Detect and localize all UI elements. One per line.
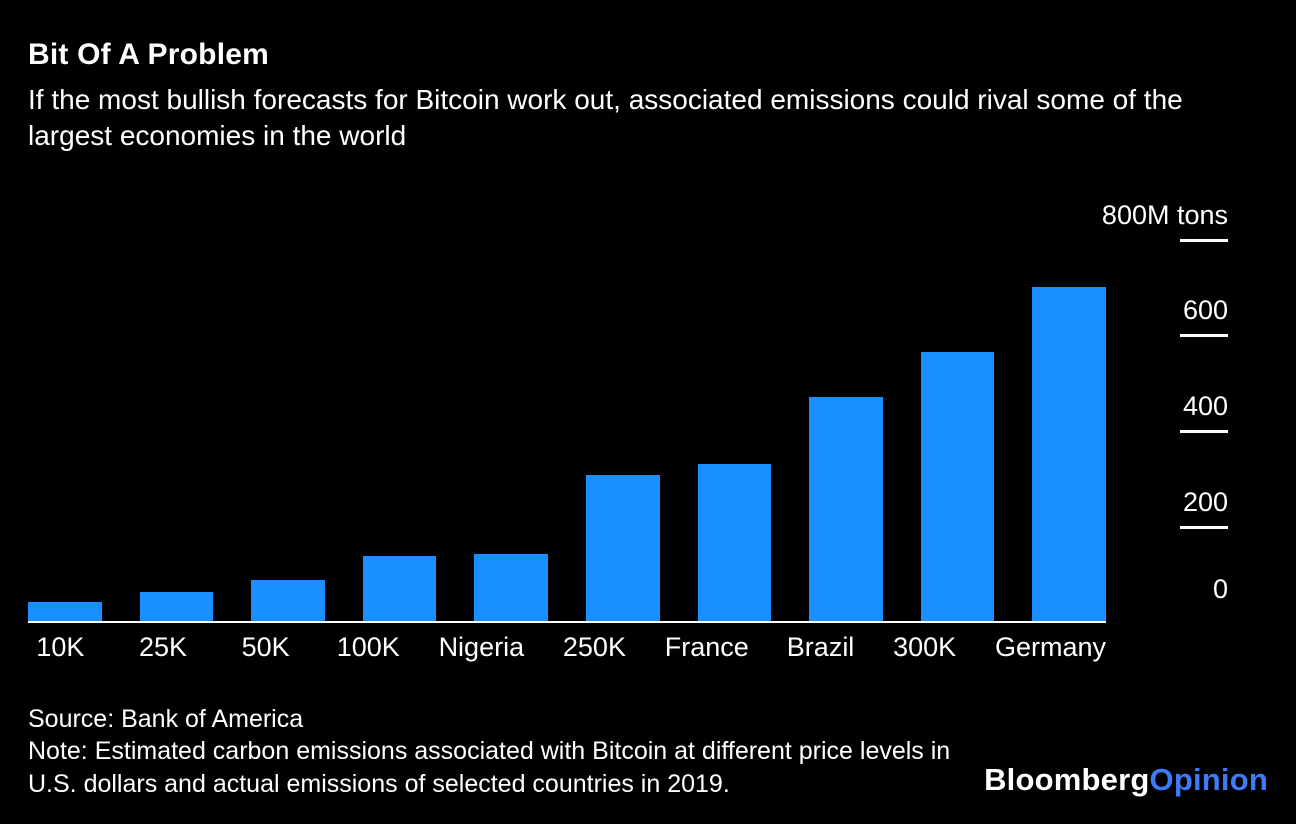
bar-column <box>362 240 437 621</box>
bar-column <box>474 240 548 621</box>
chart-area: 10K 25K 50K 100K Nigeria 250K France Brazil 300K… <box>28 200 1268 663</box>
y-tick-mark <box>1180 238 1228 242</box>
logo-bloomberg: Bloomberg <box>984 762 1150 797</box>
x-label-Brazil: Brazil <box>786 631 855 662</box>
source-text: Source: Bank of America <box>28 704 304 733</box>
bar-column <box>1032 240 1106 621</box>
x-label-300K: 300K <box>893 631 957 662</box>
bar-300K <box>920 351 995 621</box>
bar-column <box>697 240 772 621</box>
y-axis: 800M tons 600 400 200 0 <box>1102 200 1228 625</box>
bar-Nigeria <box>474 553 548 621</box>
bar-column <box>809 240 883 621</box>
bar-Germany <box>1032 287 1106 621</box>
bar-column <box>585 240 660 621</box>
bar-50K <box>251 580 325 621</box>
logo-opinion: Opinion <box>1149 762 1268 797</box>
y-tick-label: 800M tons <box>1101 199 1228 230</box>
y-tick-label: 400 <box>1182 391 1228 422</box>
y-tick-200: 200 <box>1118 487 1228 529</box>
x-label-250K: 250K <box>562 631 626 662</box>
x-label-50K: 50K <box>241 631 290 662</box>
y-tick-800: 800M tons <box>1102 200 1228 242</box>
note-text: Note: Estimated carbon emissions associa… <box>28 737 951 798</box>
source-note-block: Source: Bank of America Note: Estimated … <box>28 703 958 801</box>
footer: Source: Bank of America Note: Estimated … <box>28 689 1268 800</box>
y-tick-mark <box>1180 430 1228 434</box>
x-label-Nigeria: Nigeria <box>438 631 525 662</box>
x-label-10K: 10K <box>36 631 85 662</box>
y-tick-label: 200 <box>1182 486 1228 517</box>
y-tick-600: 600 <box>1118 295 1228 338</box>
bar-column <box>920 240 995 621</box>
y-tick-0: 0 <box>1118 574 1228 613</box>
chart-subtitle: If the most bullish forecasts for Bitcoi… <box>28 84 1183 151</box>
x-label-100K: 100K <box>336 631 400 662</box>
bloomberg-opinion-logo: BloombergOpinion <box>984 762 1268 800</box>
x-label-25K: 25K <box>138 631 187 662</box>
bar-250K <box>585 475 660 621</box>
bar-100K <box>362 556 437 621</box>
bar-column <box>251 240 325 621</box>
bar-10K <box>28 601 102 621</box>
bars <box>28 240 1106 623</box>
x-label-France: France <box>664 631 749 662</box>
bar-Brazil <box>809 396 883 621</box>
bar-column <box>139 240 214 621</box>
y-tick-400: 400 <box>1118 391 1228 434</box>
chart-title: Bit Of A Problem <box>28 38 269 71</box>
y-tick-mark <box>1180 334 1228 338</box>
y-tick-label: 0 <box>1212 573 1228 604</box>
bar-column <box>28 240 102 621</box>
plot-area: 10K 25K 50K 100K Nigeria 250K France Brazil 300K… <box>28 240 1106 663</box>
bar-25K <box>139 592 214 621</box>
x-axis-labels: 10K 25K 50K 100K Nigeria 250K France Brazil 300K… <box>28 632 1106 663</box>
y-tick-label: 600 <box>1182 295 1228 326</box>
y-tick-mark <box>1180 525 1228 529</box>
bar-France <box>697 463 772 621</box>
x-label-Germany: Germany <box>994 631 1106 662</box>
